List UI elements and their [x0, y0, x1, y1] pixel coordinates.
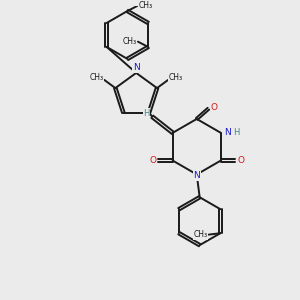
Text: N: N: [194, 171, 200, 180]
Text: N: N: [133, 63, 140, 72]
Text: H: H: [143, 109, 150, 118]
Text: O: O: [149, 156, 156, 165]
Text: N: N: [224, 128, 231, 137]
Text: CH₃: CH₃: [168, 73, 182, 82]
Text: CH₃: CH₃: [139, 1, 153, 10]
Text: CH₃: CH₃: [123, 37, 137, 46]
Text: O: O: [237, 156, 244, 165]
Text: H: H: [233, 128, 239, 137]
Text: O: O: [210, 103, 217, 112]
Text: CH₃: CH₃: [194, 230, 208, 239]
Text: CH₃: CH₃: [90, 73, 104, 82]
